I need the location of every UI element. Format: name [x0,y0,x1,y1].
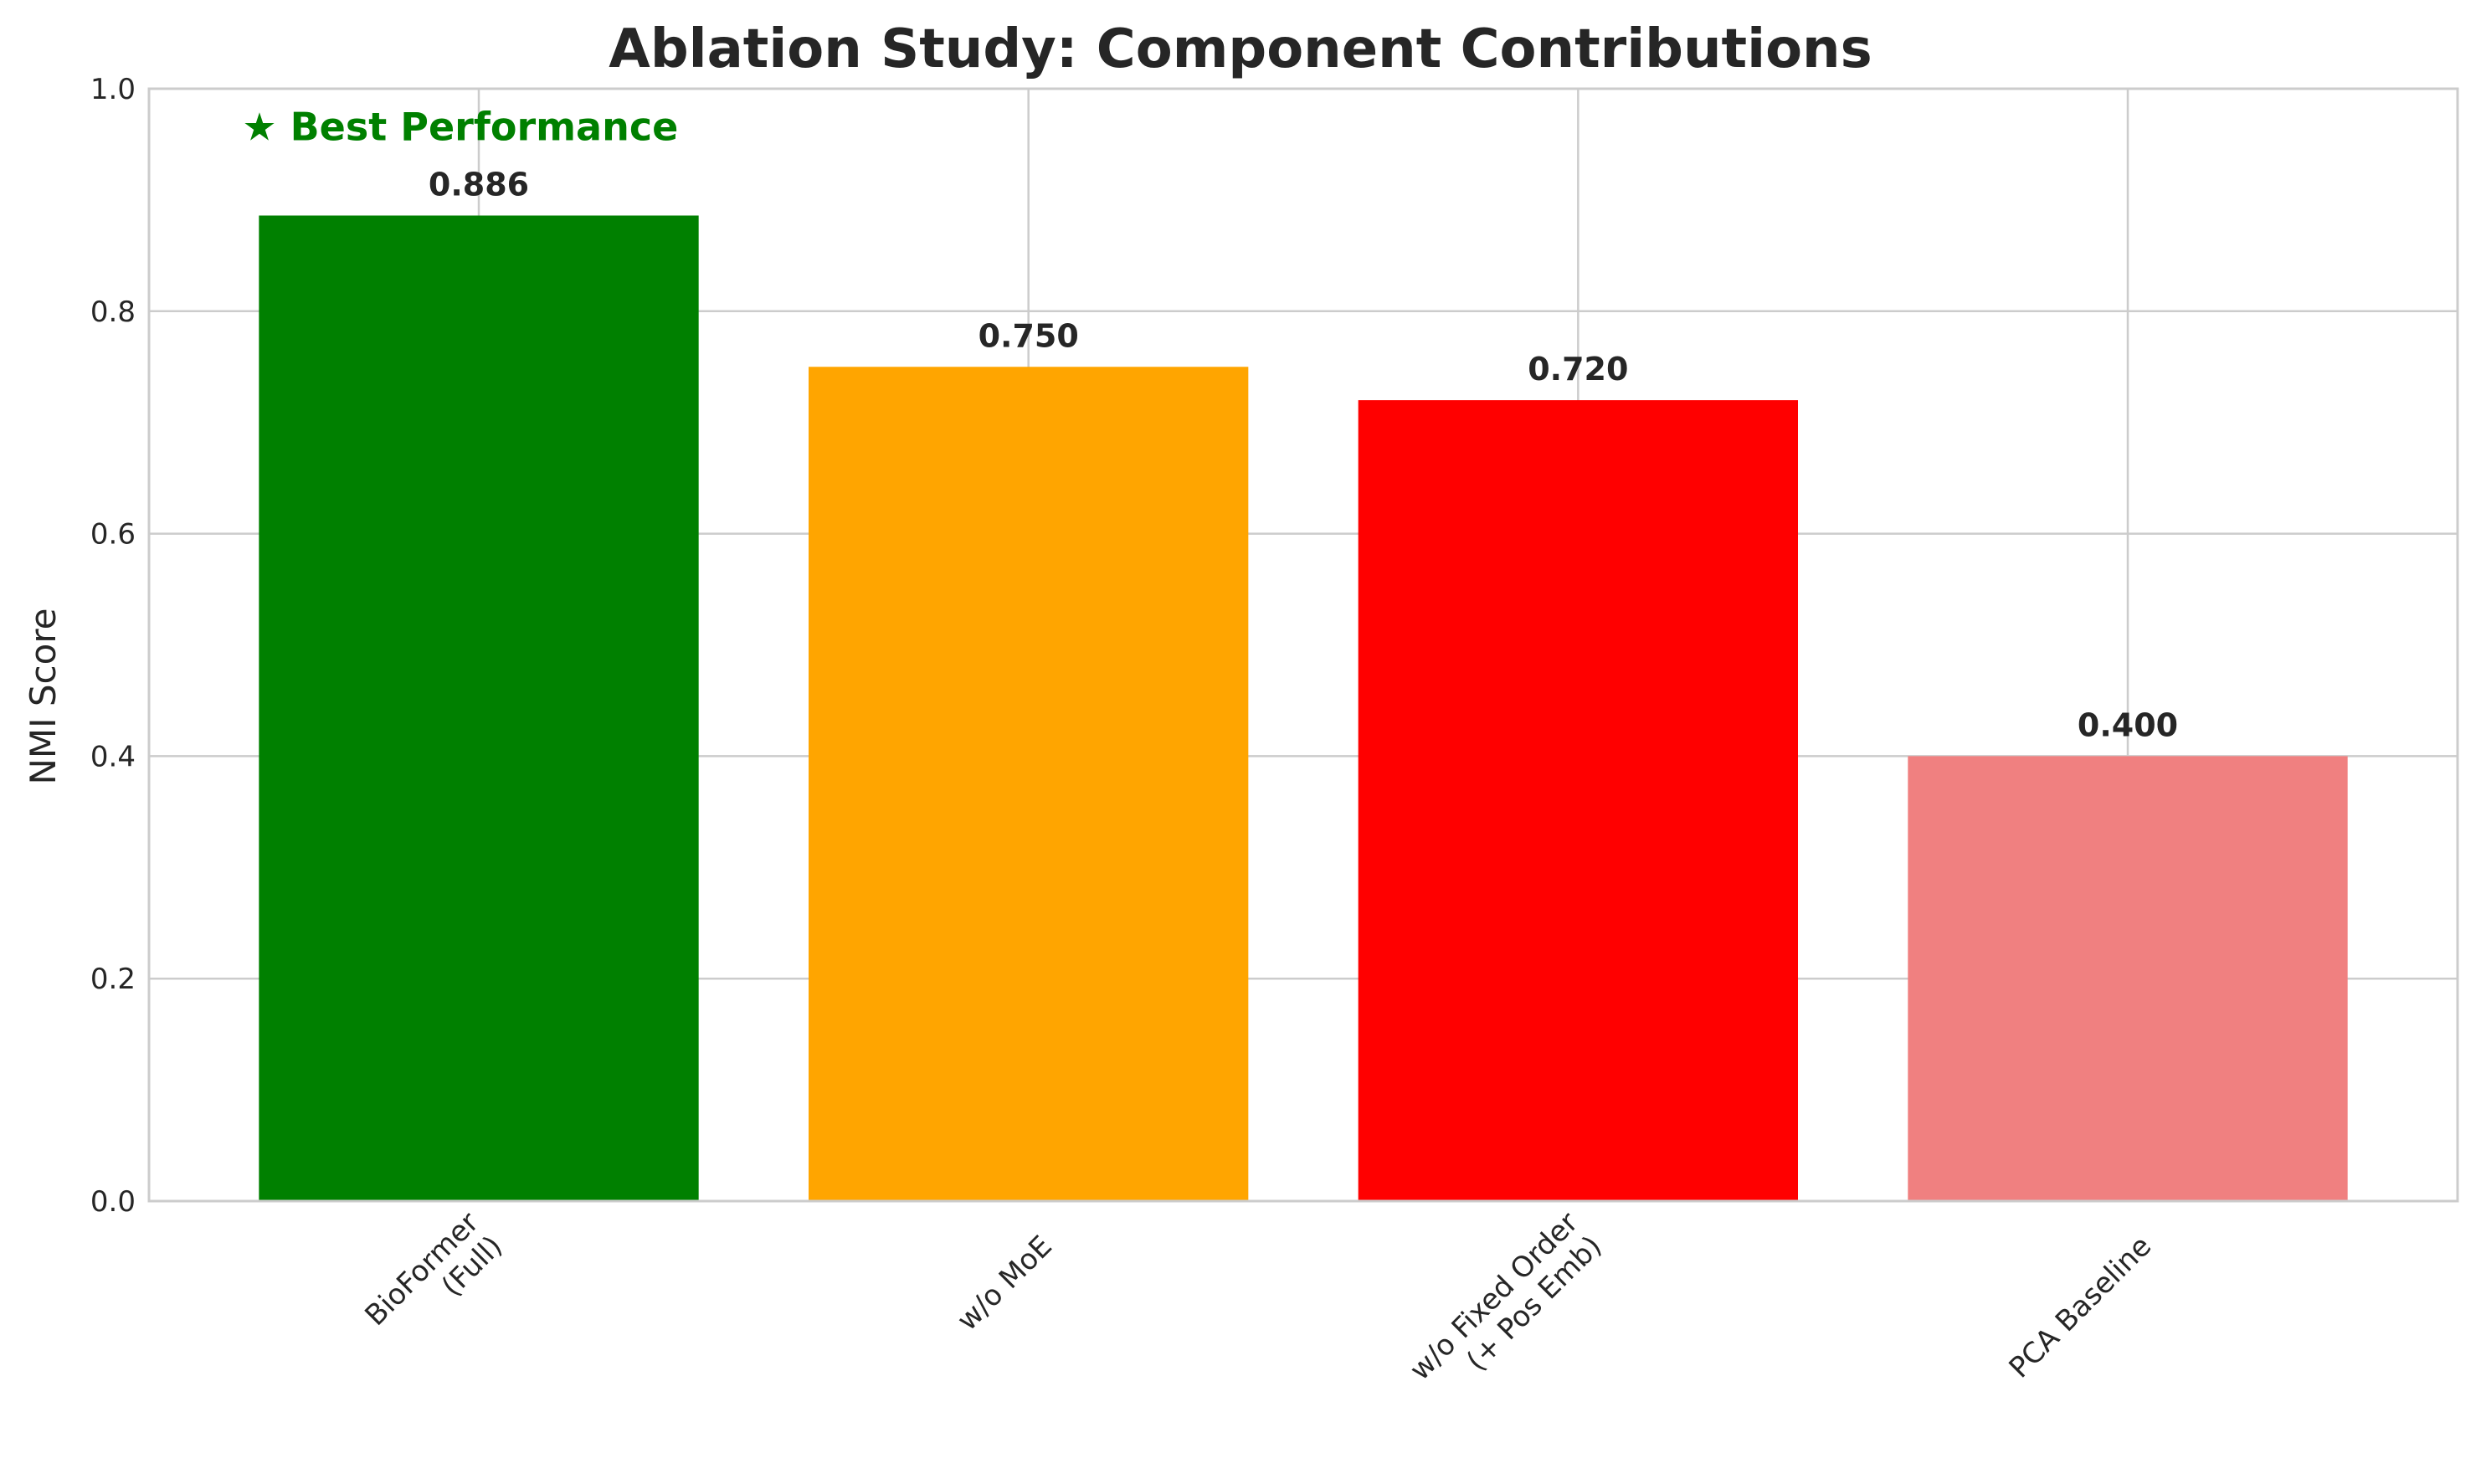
bar [1908,756,2348,1201]
value-label: 0.400 [2078,706,2178,743]
x-tick-label-line: PCA Baseline [2003,1230,2159,1385]
x-tick-label: w/o MoE [951,1230,1059,1338]
bar [809,367,1249,1201]
x-tick-label: BioFormer(Full) [358,1206,509,1357]
y-tick-label: 0.6 [90,518,136,552]
value-label: 0.750 [979,317,1079,354]
x-tick-label-line: w/o MoE [951,1230,1059,1338]
y-tick-label: 0.8 [90,295,136,329]
y-tick-label: 0.4 [90,740,136,773]
y-tick-label: 0.2 [90,963,136,996]
bar [1358,400,1798,1201]
value-label: 0.720 [1528,351,1628,388]
plot-frame [147,87,2459,1203]
value-label: 0.886 [429,167,529,203]
chart-title: Ablation Study: Component Contributions [609,18,1872,80]
best-performance-annotation: ★ Best Performance [242,105,678,150]
x-tick-label: PCA Baseline [2003,1230,2159,1385]
y-axis-label: NMI Score [23,608,64,784]
x-tick-label: w/o Fixed Order(+ Pos Emb) [1404,1206,1609,1411]
y-tick-label: 0.0 [90,1185,136,1219]
y-tick-label: 1.0 [90,73,136,106]
bars [259,215,2348,1202]
bar [259,215,699,1202]
